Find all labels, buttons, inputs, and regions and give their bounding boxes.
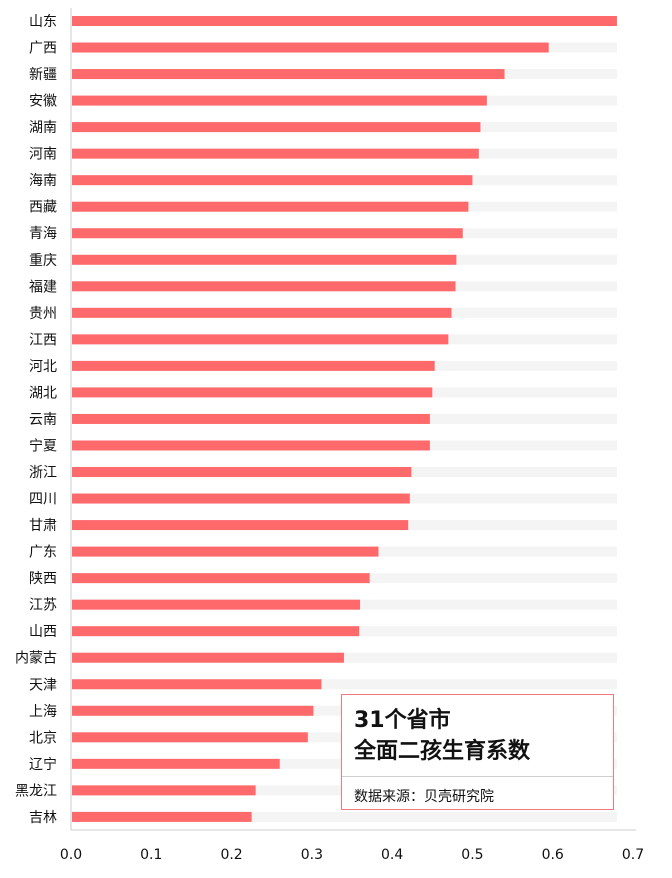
x-tick-label: 0.0 [60,847,82,863]
bar [72,440,430,451]
bar [72,201,469,212]
x-tick-label: 0.1 [140,847,162,863]
category-label: 海南 [29,173,57,189]
bar [72,573,370,584]
category-label: 山东 [29,14,57,30]
bar [72,732,308,743]
bar [72,69,505,80]
x-tick-label: 0.6 [542,847,564,863]
chart-title: 31个省市 全面二孩生育系数 [354,708,531,764]
category-label: 陕西 [29,571,57,587]
category-label: 天津 [29,677,57,693]
x-tick-label: 0.7 [622,847,644,863]
category-label: 上海 [29,704,57,720]
bar [72,652,344,663]
bar [72,626,360,637]
category-labels: 山东广西新疆安徽湖南河南海南西藏青海重庆福建贵州江西河北湖北云南宁夏浙江四川甘肃… [15,14,57,826]
category-label: 内蒙古 [15,651,57,667]
bar [72,16,617,26]
bar [72,95,487,106]
x-axis-ticks: 0.0 0.1 0.2 0.3 0.4 0.5 0.6 0.7 [60,847,644,863]
category-label: 福建 [29,279,57,295]
category-label: 江西 [29,332,57,348]
category-label: 宁夏 [29,437,57,454]
bar [72,599,361,610]
category-label: 新疆 [29,67,57,83]
category-label: 广西 [29,41,57,57]
bar [72,811,252,822]
bar [72,520,409,531]
category-label: 甘肃 [29,518,57,534]
category-label: 河南 [29,147,57,163]
bar [72,360,435,371]
bar [72,175,473,186]
bar-track [72,679,617,690]
category-label: 贵州 [29,306,57,322]
category-label: 江苏 [29,598,57,614]
category-label: 广东 [29,545,57,561]
category-label: 吉林 [29,810,57,826]
category-label: 湖北 [29,385,57,401]
category-label: 西藏 [29,200,57,216]
category-label: 山西 [29,624,57,640]
category-label: 青海 [29,226,57,242]
bar [72,254,457,265]
data-source-note: 数据来源：贝壳研究院 [354,789,494,805]
bar-track [72,811,617,822]
category-label: 湖南 [29,120,57,136]
category-label: 重庆 [29,253,57,269]
bar [72,122,481,133]
category-label: 安徽 [29,94,57,110]
x-tick-label: 0.4 [381,847,403,863]
bar [72,679,322,690]
category-label: 北京 [29,730,57,746]
bar [72,546,379,557]
category-label: 云南 [29,412,57,428]
bar [72,334,449,345]
category-label: 辽宁 [29,756,57,773]
bar [72,758,280,769]
bar [72,281,456,292]
bar [72,467,412,478]
legend-divider [342,776,613,777]
bar [72,148,479,159]
x-tick-label: 0.5 [461,847,483,863]
bar [72,42,549,53]
bars [72,16,617,822]
x-tick-label: 0.3 [301,847,323,863]
x-tick-label: 0.2 [220,847,242,863]
category-label: 河北 [29,359,57,375]
category-label: 四川 [29,492,57,508]
bar [72,307,452,318]
bar [72,413,430,424]
title-legend-box: 31个省市 全面二孩生育系数 数据来源：贝壳研究院 [341,694,614,810]
bar [72,785,256,796]
bar [72,387,433,398]
bar [72,493,410,504]
bar-track [72,652,617,663]
category-label: 浙江 [29,465,57,481]
category-label: 黑龙江 [15,783,57,799]
bar [72,228,463,239]
bar [72,705,314,716]
